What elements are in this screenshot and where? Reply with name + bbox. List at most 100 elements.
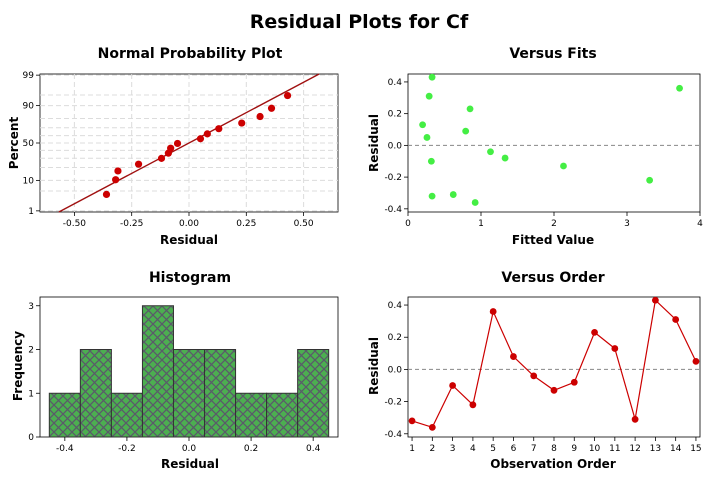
normal-probability-point: [215, 125, 223, 133]
normal-probability-y-axis-label: Percent: [7, 117, 21, 170]
versus-order-point: [591, 329, 598, 336]
histogram-bar: [79, 349, 112, 438]
normal-probability-point: [114, 167, 122, 175]
panel-title-histogram: Histogram: [149, 270, 231, 286]
normal-probability-point: [267, 104, 276, 112]
normal-probability-x-tick-label: 0.50: [294, 219, 314, 229]
versus-order-point: [408, 417, 416, 425]
versus-fits-panel: Versus Fits 0 1 2 3 4 -0.4 -0.2 0.0 0.2 0.4 Fitt…: [367, 46, 703, 247]
histogram-x-tick-label: 0.4: [306, 444, 321, 454]
main-title: Residual Plots for Cf: [250, 11, 469, 33]
versus-order-y-tick-label: 0.0: [388, 365, 403, 375]
versus-order-point: [428, 423, 436, 431]
versus-order-point: [510, 353, 517, 360]
versus-fits-point: [427, 157, 435, 165]
normal-probability-x-tick-label: 0.25: [236, 219, 256, 229]
panel-title-normal-probability: Normal Probability Plot: [98, 46, 283, 62]
normal-probability-point: [134, 160, 143, 168]
versus-order-x-tick-label: 11: [609, 444, 620, 454]
normal-probability-y-tick-label: 50: [23, 139, 35, 149]
normal-probability-point: [203, 130, 211, 138]
versus-fits-x-tick-label: 1: [478, 219, 484, 229]
versus-order-x-tick-label: 8: [551, 444, 557, 454]
versus-fits-x-tick-label: 2: [551, 219, 557, 229]
versus-order-x-tick-label: 5: [490, 444, 496, 454]
versus-order-y-tick-label: -0.2: [384, 398, 402, 408]
histogram-y-tick-label: 0: [28, 433, 34, 443]
versus-fits-y-tick-label: 0.0: [388, 141, 403, 151]
normal-probability-y-tick-label: 90: [23, 102, 35, 112]
normal-probability-x-tick-label: 0.00: [179, 219, 199, 229]
normal-probability-point: [256, 112, 264, 121]
versus-fits-point: [676, 84, 683, 92]
versus-fits-point: [428, 73, 436, 81]
versus-fits-point: [419, 121, 426, 129]
histogram-bar: [110, 392, 143, 438]
versus-fits-point: [428, 192, 436, 200]
versus-order-x-tick-label: 7: [531, 444, 537, 454]
versus-order-point: [469, 401, 477, 409]
versus-order-y-tick-label: 0.4: [388, 301, 403, 311]
versus-order-point: [651, 296, 659, 304]
versus-fits-y-tick-label: 0.4: [388, 78, 403, 88]
normal-probability-x-tick-label: -0.25: [120, 219, 143, 229]
versus-fits-y-tick-label: -0.2: [384, 173, 402, 183]
versus-fits-x-tick-label: 4: [697, 219, 703, 229]
versus-fits-y-axis-label: Residual: [367, 114, 381, 172]
versus-order-x-tick-label: 15: [690, 444, 701, 454]
versus-fits-point: [487, 148, 494, 156]
histogram-panel: Histogram -0.4 -0.2 0.0 0.2 0.4 0 1 2 3 Residua…: [11, 270, 339, 471]
versus-order-x-tick-label: 13: [650, 444, 661, 454]
versus-order-x-tick-label: 2: [429, 444, 435, 454]
histogram-bar: [266, 392, 299, 438]
versus-order-y-axis-label: Residual: [367, 337, 381, 395]
histogram-y-tick-label: 3: [28, 302, 34, 312]
normal-probability-x-tick-label: -0.50: [63, 219, 87, 229]
normal-probability-point: [283, 91, 292, 100]
versus-order-point: [672, 316, 680, 323]
versus-order-x-tick-label: 4: [470, 444, 476, 454]
versus-order-point: [631, 415, 639, 423]
normal-probability-fit-line: [58, 73, 320, 213]
versus-order-plot-area: [407, 296, 701, 438]
normal-probability-y-tick-label: 1: [28, 207, 34, 217]
versus-fits-point: [466, 105, 474, 113]
versus-fits-plot-area: [407, 73, 701, 213]
normal-probability-point: [157, 154, 166, 162]
normal-probability-y-tick-label: 10: [23, 176, 35, 186]
histogram-bar: [235, 392, 268, 438]
histogram-y-tick-label: 2: [28, 346, 34, 356]
versus-fits-point: [462, 127, 470, 135]
normal-probability-point: [173, 139, 182, 148]
versus-order-x-tick-label: 9: [571, 444, 577, 454]
normal-probability-panel: Normal Probability Plot -0.50 -0.25 0.00 0.…: [7, 46, 339, 247]
versus-order-point: [611, 345, 619, 352]
versus-order-point: [692, 357, 700, 365]
histogram-x-tick-label: -0.4: [56, 444, 74, 454]
normal-probability-point: [238, 119, 246, 127]
histogram-bar: [141, 305, 174, 438]
versus-order-panel: Versus Order 1 2 3 4 5 6 7 8 9 10 11 12 13 14 15 -0.4-…: [367, 270, 702, 471]
versus-fits-point: [423, 134, 431, 141]
versus-order-y-tick-label: -0.4: [384, 430, 402, 440]
versus-order-point: [570, 378, 578, 386]
versus-order-point: [530, 372, 538, 380]
normal-probability-point: [102, 190, 111, 199]
versus-order-x-axis-label: Observation Order: [490, 457, 616, 471]
histogram-x-tick-label: 0.0: [182, 444, 197, 454]
versus-order-point: [550, 386, 558, 394]
normal-probability-x-axis-label: Residual: [160, 233, 218, 247]
histogram-bar: [204, 349, 237, 438]
histogram-x-tick-label: -0.2: [118, 444, 136, 454]
panel-title-versus-order: Versus Order: [501, 270, 604, 286]
versus-fits-point: [646, 176, 654, 184]
versus-order-x-tick-label: 14: [670, 444, 682, 454]
versus-order-x-tick-label: 3: [450, 444, 456, 454]
histogram-y-axis-label: Frequency: [11, 331, 25, 401]
normal-probability-point: [112, 176, 120, 184]
versus-order-x-tick-label: 6: [511, 444, 517, 454]
versus-fits-x-tick-label: 3: [624, 219, 630, 229]
histogram-x-axis-label: Residual: [161, 457, 219, 471]
versus-fits-point: [425, 92, 433, 100]
